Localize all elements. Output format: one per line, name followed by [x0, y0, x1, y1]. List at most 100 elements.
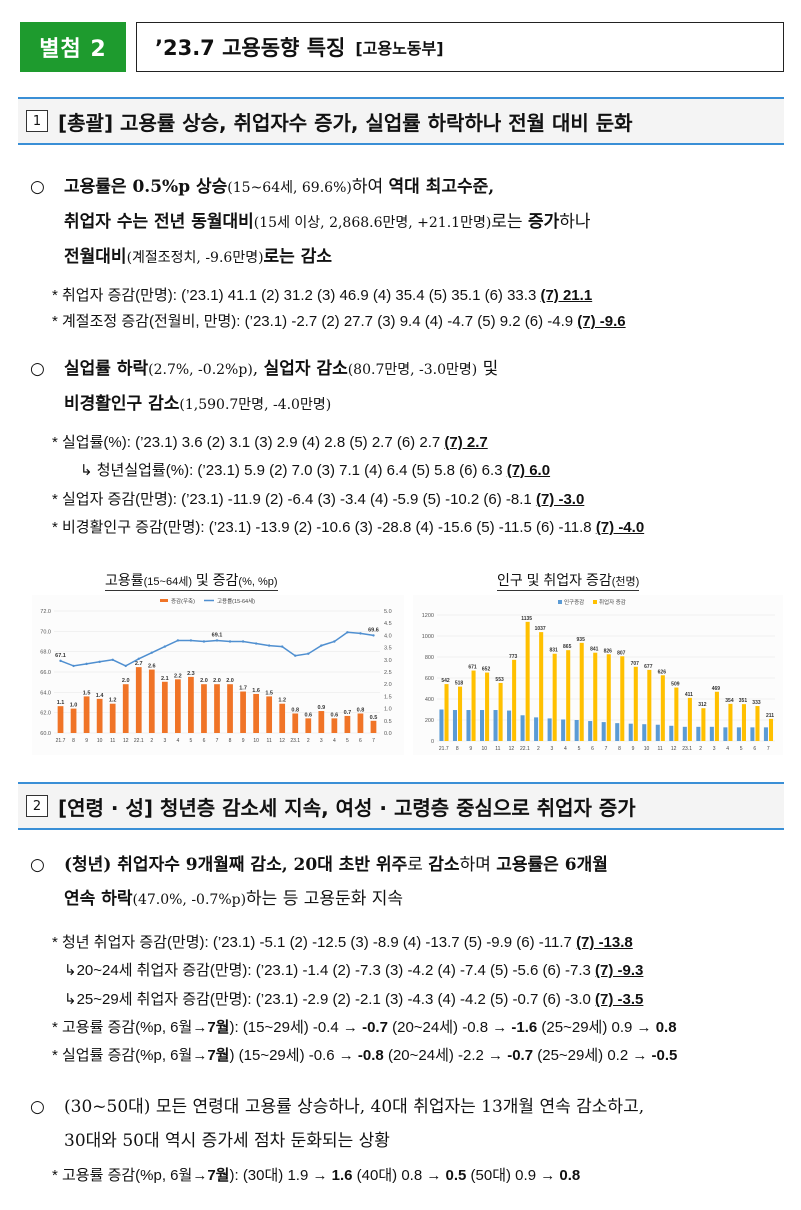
x-tick: 8: [618, 746, 621, 752]
bar-employed: [687, 697, 692, 741]
bar-label: 469: [712, 686, 721, 692]
y-tick-left: 62.0: [40, 711, 51, 717]
x-tick: 7: [605, 746, 608, 752]
bar-change: [188, 676, 194, 733]
y-tick-right: 5.0: [384, 609, 392, 615]
bar-label: 841: [590, 647, 599, 653]
bar-change: [370, 720, 377, 733]
x-tick: 8: [72, 738, 75, 744]
bar-change: [318, 711, 325, 733]
bar-population: [601, 722, 606, 741]
bar-population: [547, 718, 552, 741]
line-point: [281, 645, 284, 648]
x-tick: 12: [123, 738, 129, 744]
bar-employed: [728, 703, 733, 741]
bar-population: [763, 727, 768, 741]
x-tick: 10: [482, 746, 488, 752]
note-inactive-change: * 비경활인구 증감(만명): (’23.1) -13.9 (2) -10.6 …: [52, 519, 645, 536]
x-tick: 10: [253, 738, 259, 744]
bullet-line: (30~50대) 모든 연령대 고용률 상승하나, 40대 취업자는 13개월 …: [64, 1097, 645, 1117]
bar-change: [357, 713, 364, 733]
x-tick: 5: [346, 738, 349, 744]
x-tick: 2: [537, 746, 540, 752]
line-point: [163, 645, 167, 648]
bar-label: 2.0: [122, 678, 130, 684]
section-1-header: 1 [총괄] 고용률 상승, 취업자수 증가, 실업률 하락하나 전월 대비 둔…: [18, 97, 784, 145]
note-youth-employed: * 청년 취업자 증감(만명): (’23.1) -5.1 (2) -12.5 …: [52, 934, 633, 951]
bar-population: [588, 721, 593, 741]
bar-employed: [714, 691, 719, 741]
x-tick: 4: [176, 738, 179, 744]
bar-label: 1.2: [278, 698, 286, 704]
line-point: [346, 631, 349, 634]
bar-employed: [606, 654, 611, 741]
line-point: [85, 662, 88, 666]
bar-label: 0.6: [304, 712, 312, 718]
bar-employed: [539, 632, 544, 741]
x-tick: 7: [216, 738, 219, 744]
bar-change: [109, 703, 116, 733]
y-tick: 800: [425, 655, 434, 661]
bar-label: 2.1: [161, 676, 169, 682]
y-tick: 200: [425, 718, 434, 724]
bar-employed: [701, 708, 706, 741]
bar-employed: [552, 653, 557, 741]
x-tick: 5: [740, 746, 743, 752]
bar-population: [682, 726, 687, 741]
bullet-line: 30대와 50대 역시 증가세 점차 둔화되는 상황: [64, 1131, 390, 1151]
y-tick-right: 3.5: [384, 646, 392, 652]
bullet-line: 전월대비(계절조정치, -9.6만명)로는 감소: [64, 247, 333, 267]
bar-population: [452, 710, 458, 741]
line-point: [267, 644, 271, 647]
y-tick-right: 0.5: [384, 719, 392, 725]
legend-swatch-employed: [593, 600, 597, 604]
y-tick-left: 60.0: [40, 731, 51, 737]
note-youth-unemployment: ↳ 청년실업률(%): (’23.1) 5.9 (2) 7.0 (3) 7.1 …: [80, 462, 551, 479]
bar-label: 707: [631, 661, 640, 667]
x-tick: 4: [333, 738, 336, 744]
bar-label: 2.0: [213, 678, 221, 684]
bar-employed: [485, 672, 490, 741]
bar-change: [344, 715, 351, 733]
bar-label: 807: [617, 650, 626, 656]
bar-change: [201, 684, 207, 733]
chart-2-title: 인구 및 취업자 증감(천명): [497, 570, 640, 591]
bar-label: 211: [766, 713, 774, 719]
bar-label: 671: [468, 665, 477, 671]
bar-change: [227, 684, 233, 733]
bar-population: [736, 727, 741, 741]
attachment-badge: 별첨 2: [20, 22, 126, 72]
bar-change: [253, 693, 259, 733]
page-title-box: ’23.7 고용동향 특징 [고용노동부]: [136, 22, 784, 72]
bar-label: 2.0: [226, 678, 234, 684]
bar-change: [135, 667, 142, 733]
bar-change: [70, 708, 77, 733]
bar-population: [723, 727, 728, 741]
bar-population: [750, 727, 755, 741]
bar-label: 677: [644, 664, 653, 670]
x-tick: 2: [699, 746, 702, 752]
line-point: [111, 658, 114, 661]
section-1-title: [총괄] 고용률 상승, 취업자수 증가, 실업률 하락하나 전월 대비 둔화: [58, 110, 633, 135]
line-point: [294, 654, 297, 657]
line-point: [150, 651, 153, 654]
bar-employed: [741, 704, 746, 741]
y-tick-left: 66.0: [40, 670, 51, 676]
x-tick: 12: [509, 746, 515, 752]
x-tick: 12: [279, 738, 285, 744]
page-title: ’23.7 고용동향 특징: [155, 36, 346, 60]
x-tick: 8: [456, 746, 459, 752]
bar-population: [520, 715, 525, 741]
x-tick: 9: [85, 738, 88, 744]
bar-change: [122, 684, 129, 733]
bullet-circle: ○: [30, 177, 45, 197]
line-label: 67.1: [55, 653, 66, 659]
bar-change: [331, 718, 338, 733]
x-tick: 11: [267, 738, 272, 744]
bar-employed: [525, 621, 530, 741]
line-point: [241, 640, 245, 643]
bullet-line: 실업률 하락(2.7%, -0.2%p), 실업자 감소(80.7만명, -3.…: [64, 359, 499, 379]
bar-population: [507, 710, 512, 741]
bar-label: 626: [658, 669, 667, 675]
x-tick: 6: [359, 738, 362, 744]
